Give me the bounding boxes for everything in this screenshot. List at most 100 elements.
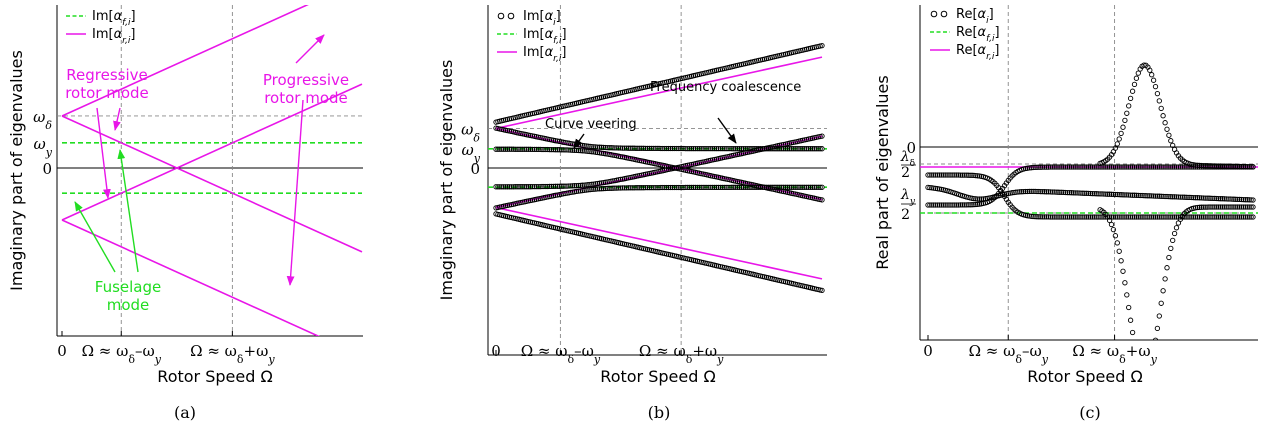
panel-b-coupled-eigenvalues-point (813, 146, 819, 152)
panel-c-ytick-lambda-delta: λδ (900, 149, 915, 169)
panel-c-coupled-eigenvalues-point (1084, 214, 1090, 220)
panel-c-coupled-eigenvalues-point (1135, 70, 1141, 76)
panel-b-coupled-eigenvalues-point (784, 184, 791, 190)
panel-b-coupled-eigenvalues-point (558, 183, 564, 189)
panel-c-coupled-eigenvalues-point (1233, 196, 1239, 202)
panel-b-coupled-eigenvalues-point (702, 184, 708, 191)
panel-c-coupled-eigenvalues-point (1120, 124, 1126, 130)
panel-c-coupled-eigenvalues (925, 62, 1256, 340)
panel-b-coupled-eigenvalues-point (543, 183, 549, 190)
panel-c-coupled-eigenvalues-point (1162, 214, 1168, 220)
panel-c-coupled-eigenvalues-point (1032, 213, 1038, 220)
panel-b-coupled-eigenvalues-point (633, 145, 639, 151)
panel-a-legend-r-label: Im[αr,i] (92, 27, 135, 46)
panel-b-coupled-eigenvalues-point (681, 145, 687, 152)
panel-c-coupled-eigenvalues-point (1126, 103, 1132, 109)
panel-b-coupled-eigenvalues-point (547, 146, 553, 153)
panel-c-coupled-eigenvalues-point (1229, 196, 1235, 202)
panel-c-coupled-eigenvalues-point (1162, 120, 1168, 126)
panel-c-coupled-eigenvalues-point (1051, 164, 1057, 170)
panel-b-coupled-eigenvalues-point (598, 144, 605, 150)
panel-c-coupled-eigenvalues-point (1034, 164, 1040, 170)
panel-c-coupled-eigenvalues-point (971, 201, 977, 208)
panel-b-coupled-eigenvalues-point (558, 147, 564, 153)
panel-b-coupled-eigenvalues-point (725, 145, 731, 152)
panel-b-coupled-eigenvalues-point (516, 184, 522, 190)
panel-b-coupled-eigenvalues-point (577, 182, 584, 189)
panel-b-coupled-eigenvalues-point (566, 183, 572, 189)
panel-b-coupled-eigenvalues-point (815, 146, 821, 152)
panel-c-coupled-eigenvalues-point (1041, 214, 1048, 220)
panel-b-coupled-eigenvalues-point (504, 184, 511, 190)
panel-c-coupled-eigenvalues-point (1158, 105, 1164, 112)
panel-c-coupled-eigenvalues-point (1105, 164, 1111, 170)
panel-b-coupled-eigenvalues-point (568, 147, 574, 153)
panel-c-coupled-eigenvalues-point (1246, 214, 1252, 220)
panel-c-coupled-eigenvalues-point (1114, 240, 1120, 246)
panel-c-coupled-eigenvalues-point (1082, 164, 1088, 170)
panel-c-coupled-eigenvalues-point (1099, 214, 1105, 220)
panel-c-coupled-eigenvalues-point (1147, 164, 1153, 170)
panel-b-coupled-eigenvalues-point (715, 145, 722, 152)
panel-b-coupled-eigenvalues-point (683, 145, 689, 152)
panel-c-coupled-eigenvalues-point (1141, 214, 1147, 220)
panel-c-coupled-eigenvalues-point (1135, 214, 1141, 220)
panel-c-coupled-eigenvalues-point (1043, 189, 1050, 195)
panel-b-coupled-eigenvalues-point (688, 145, 695, 152)
panel-b-coupled-eigenvalues-point (667, 184, 674, 191)
panel-b-coupled-eigenvalues-point (587, 148, 593, 155)
panel-c-coupled-eigenvalues-point (1156, 313, 1162, 319)
panel-b-coupled-eigenvalues-point (591, 144, 597, 150)
panel-c-coupled-eigenvalues-point (1217, 204, 1224, 210)
panel-b-xtick-1: Ω ≈ ωδ–ωy (521, 342, 601, 366)
panel-c-coupled-eigenvalues-point (1223, 214, 1229, 220)
panel-b-coupled-eigenvalues-point (710, 184, 716, 191)
panel-b-coupled-eigenvalues-point (564, 147, 570, 153)
panel-b-coupled-eigenvalues-point (520, 146, 526, 152)
panel-c-coupled-eigenvalues-point (1112, 191, 1119, 198)
panel-b-coupled-eigenvalues-point (656, 145, 662, 152)
panel-b-coupled-eigenvalues-point (798, 146, 804, 152)
panel-c-coupled-eigenvalues-point (1114, 214, 1120, 220)
panel-b-coupled-eigenvalues-point (713, 184, 720, 191)
panel-c-coupled-eigenvalues-point (1156, 193, 1162, 199)
panel-c-coupled-eigenvalues-point (1127, 95, 1134, 102)
panel-b-coupled-eigenvalues-point (499, 146, 505, 152)
panel-c-coupled-eigenvalues-point (1189, 214, 1195, 220)
panel-c-coupled-eigenvalues-point (925, 172, 931, 178)
panel-b-coupled-eigenvalues-point (790, 184, 796, 190)
panel-c-coupled-eigenvalues-point (1214, 195, 1220, 202)
panel-c-coupled-eigenvalues-point (965, 172, 971, 178)
panel-c-coupled-eigenvalues-point (1041, 164, 1048, 170)
panel-c-coupled-eigenvalues-point (1116, 191, 1122, 198)
panel-b-legend-r-label: Im[αr,i] (523, 45, 566, 64)
panel-b-coupled-eigenvalues-point (581, 148, 587, 154)
panel-a-annot-fuselage: Fuselage mode (95, 278, 161, 314)
panel-c-coupled-eigenvalues-point (973, 172, 979, 179)
panel-c-coupled-eigenvalues-point (1022, 188, 1029, 195)
panel-c-coupled-eigenvalues-point (1192, 214, 1199, 220)
panel-b-coupled-eigenvalues-point (648, 184, 654, 191)
panel-c-coupled-eigenvalues-point (1126, 214, 1132, 220)
panel-b-coupled-eigenvalues-point (537, 183, 543, 190)
panel-a-arrow-fuselage-1 (74, 201, 116, 273)
panel-c-coupled-eigenvalues-point (1032, 188, 1038, 195)
panel-c-coupled-eigenvalues-point (1250, 164, 1256, 170)
panel-c-coupled-eigenvalues-point (1202, 204, 1208, 210)
panel-b-coupled-eigenvalues-point (539, 183, 545, 190)
panel-c-coupled-eigenvalues-point (1143, 193, 1149, 199)
panel-b-coupled-eigenvalues-point (794, 146, 800, 152)
panel-c-coupled-eigenvalues-point (1024, 188, 1031, 195)
panel-c-coupled-eigenvalues-point (1013, 189, 1019, 195)
panel-c-coupled-eigenvalues-point (1074, 190, 1080, 196)
panel-b-coupled-eigenvalues-point (548, 146, 555, 153)
panel-b-coupled-eigenvalues-point (570, 147, 576, 153)
panel-b-coupled-eigenvalues-point (713, 145, 720, 152)
panel-b-coupled-eigenvalues-point (501, 184, 507, 190)
panel-c-coupled-eigenvalues-point (944, 172, 950, 178)
panel-b-coupled-eigenvalues-point (792, 184, 798, 190)
panel-c-coupled-eigenvalues-point (1091, 164, 1097, 170)
panel-c-coupled-eigenvalues-point (1133, 192, 1140, 198)
panel-a-arrow-regressive-1 (113, 107, 121, 131)
